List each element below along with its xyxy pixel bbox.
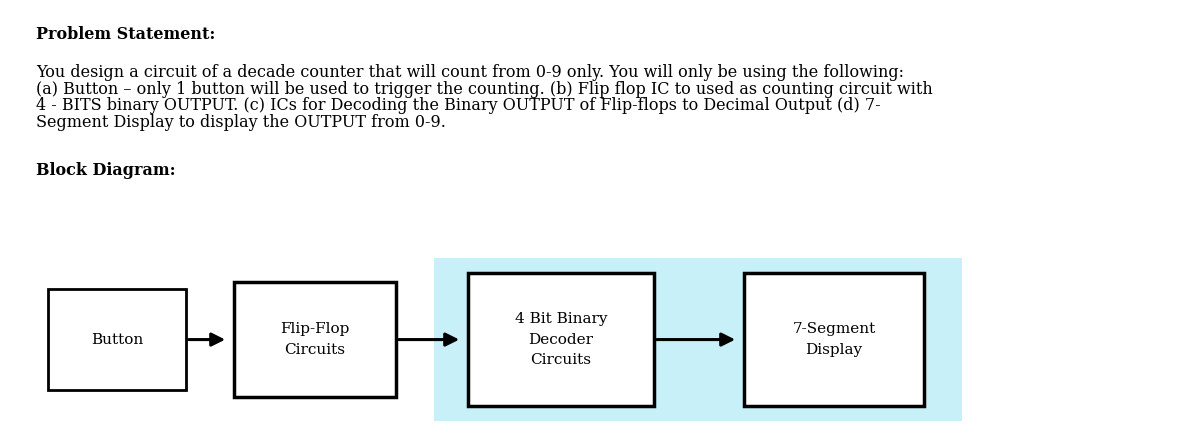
- Text: 4 - BITS binary OUTPUT. (c) ICs for Decoding the Binary OUTPUT of Flip-flops to : 4 - BITS binary OUTPUT. (c) ICs for Deco…: [36, 97, 881, 115]
- Text: Flip-Flop
Circuits: Flip-Flop Circuits: [281, 322, 349, 357]
- Text: You design a circuit of a decade counter that will count from 0-9 only. You will: You design a circuit of a decade counter…: [36, 64, 904, 81]
- FancyBboxPatch shape: [468, 273, 654, 406]
- Text: Button: Button: [91, 333, 143, 347]
- FancyBboxPatch shape: [744, 273, 924, 406]
- Text: Block Diagram:: Block Diagram:: [36, 162, 175, 179]
- Text: (a) Button – only 1 button will be used to trigger the counting. (b) Flip flop I: (a) Button – only 1 button will be used …: [36, 81, 932, 98]
- FancyBboxPatch shape: [434, 258, 962, 421]
- Text: Segment Display to display the OUTPUT from 0-9.: Segment Display to display the OUTPUT fr…: [36, 114, 446, 131]
- Text: 7-Segment
Display: 7-Segment Display: [792, 322, 876, 357]
- FancyBboxPatch shape: [48, 289, 186, 390]
- Text: Problem Statement:: Problem Statement:: [36, 26, 215, 44]
- FancyBboxPatch shape: [234, 282, 396, 397]
- Text: 4 Bit Binary
Decoder
Circuits: 4 Bit Binary Decoder Circuits: [515, 312, 607, 367]
